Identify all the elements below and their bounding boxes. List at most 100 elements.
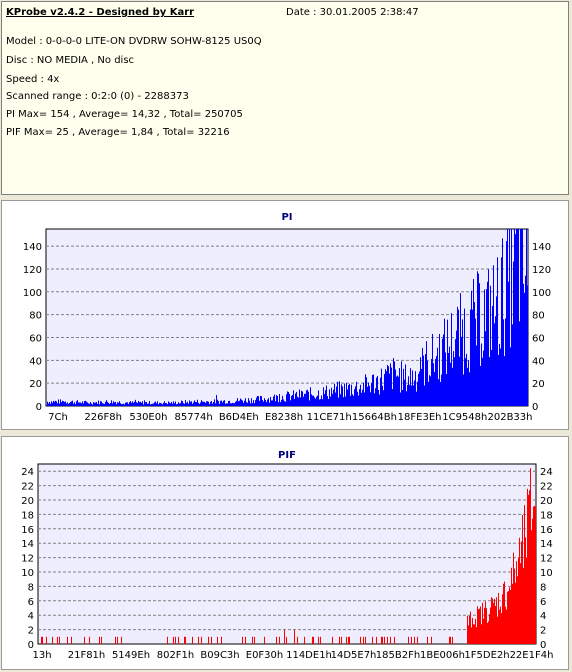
pi-data-bar [344,383,345,406]
pi-data-bar [424,385,425,406]
pi-data-bar [239,400,240,406]
pi-data-bar [110,403,111,406]
pi-data-bar [495,316,496,406]
pi-data-bar [504,356,505,406]
pi-data-bar [97,403,98,406]
pif-chart-panel: PIF 0 0 2 2 4 4 6 6 8 8 10 10 12 12 14 14 16 16 18 18 20 20 22 2… [1,436,569,670]
pi-data-bar [201,400,202,406]
pi-data-bar [235,401,236,406]
pi-data-bar [511,229,512,406]
pi-data-bar [304,393,305,406]
pif-data-bar [527,488,528,644]
pi-data-bar [51,401,52,406]
pi-data-bar [198,402,199,406]
pi-data-bar [154,402,155,406]
pif-data-bar [411,636,412,644]
pi-data-bar [254,403,255,406]
pi-data-bar [310,387,311,406]
pif-data-bar [484,607,485,644]
pi-data-bar [67,402,68,406]
pi-data-bar [354,389,355,406]
pi-data-bar [473,278,474,406]
pi-data-bar [437,347,438,406]
pi-data-bar [143,404,144,406]
pif-y-tick-left: 12 [21,554,34,565]
pi-data-bar [445,352,446,406]
pif-data-bar [518,557,519,644]
pi-data-bar [493,265,494,406]
pi-data-bar [391,367,392,406]
pi-data-bar [390,363,391,406]
pi-data-bar [381,368,382,406]
pi-data-bar [247,402,248,406]
pi-data-bar [409,384,410,406]
pif-data-bar [360,636,361,644]
pi-data-bar [432,333,433,406]
pi-data-bar [425,354,426,406]
pif-data-bar [531,530,532,644]
pi-data-bar [403,368,404,406]
pi-data-bar [270,397,271,406]
pi-data-bar [446,374,447,406]
pi-data-bar [450,362,451,406]
pi-data-bar [291,395,292,406]
pif-data-bar [514,568,515,644]
pi-data-bar [53,400,54,406]
pif-data-bar [497,616,498,644]
pi-data-bar [356,381,357,406]
pif-data-bar [486,608,487,644]
pif-y-tick-left: 16 [21,525,34,536]
pi-data-bar [89,403,90,406]
pi-data-bar [261,396,262,406]
pi-y-tick-right: 140 [532,242,551,253]
pif-data-bar [449,636,450,644]
pi-data-bar [460,293,461,406]
pif-data-bar [509,587,510,644]
pif-data-bar [242,636,243,644]
pif-x-tick-label: 5149Eh [112,650,150,661]
pi-data-bar [431,358,432,406]
pi-data-bar [497,257,498,406]
pi-data-bar [138,400,139,406]
pi-data-bar [426,341,427,406]
pi-data-bar [114,402,115,406]
pif-data-bar [501,613,502,644]
pi-data-bar [500,348,501,406]
pif-data-bar [482,602,483,644]
pi-data-bar [379,394,380,406]
pif-y-tick-right: 16 [540,525,553,536]
pi-data-bar [462,319,463,406]
pi-data-bar [300,397,301,406]
pi-data-bar [380,377,381,406]
pi-data-bar [167,404,168,406]
pi-y-tick-left: 40 [29,356,42,367]
pi-data-bar [137,402,138,406]
pif-data-bar [487,623,488,644]
pi-data-bar [234,403,235,406]
pi-data-bar [286,394,287,406]
pi-data-bar [469,372,470,406]
pif-x-tick-label: 21F81h [68,650,106,661]
pi-data-bar [396,376,397,406]
pi-data-bar [465,358,466,406]
info-scanned-range: Scanned range : 0:2:0 (0) - 2288373 [6,91,189,102]
pi-data-bar [115,402,116,406]
scan-date: Date : 30.01.2005 2:38:47 [286,7,419,18]
pi-data-bar [516,229,517,406]
pi-data-bar [444,318,445,406]
pi-y-tick-left: 60 [29,333,42,344]
pi-data-bar [139,402,140,406]
pi-data-bar [260,396,261,406]
pi-data-bar [524,292,525,406]
pi-data-bar [250,403,251,406]
pif-y-tick-left: 18 [21,510,34,521]
pif-y-tick-left: 4 [28,611,34,622]
pif-data-bar [512,583,513,644]
pi-data-bar [157,401,158,406]
pi-y-tick-left: 20 [29,379,42,390]
pi-data-bar [481,343,482,406]
pi-data-bar [314,397,315,406]
pi-data-bar [100,401,101,406]
pif-data-bar [532,518,533,644]
pi-data-bar [519,321,520,406]
